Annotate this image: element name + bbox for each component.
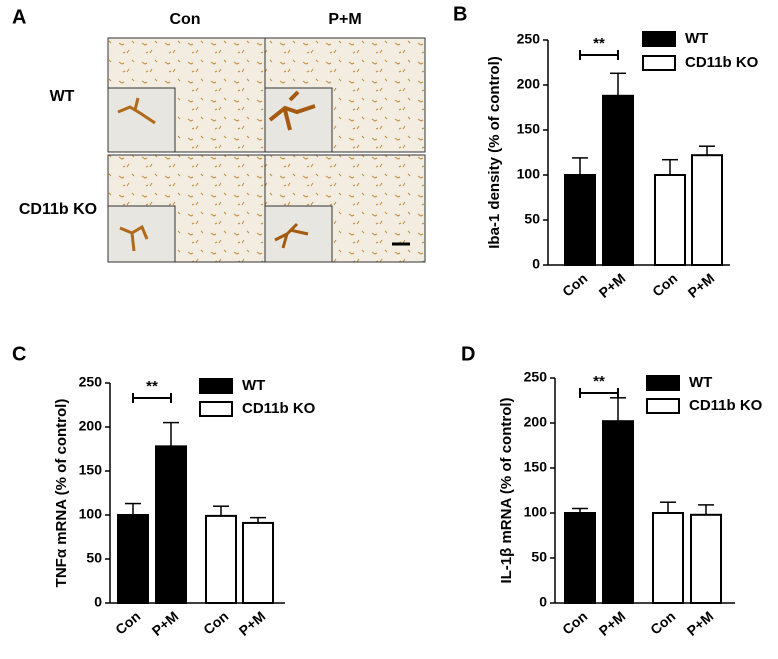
panel-label: C (12, 343, 26, 365)
bar (654, 174, 686, 266)
column-label: P+M (328, 11, 361, 28)
column-label: Con (169, 11, 200, 28)
legend-label: CD11b KO (685, 54, 759, 71)
significance-label: ** (593, 35, 605, 52)
bar (205, 514, 237, 605)
y-tick-label: 50 (86, 550, 102, 566)
bar (690, 513, 722, 604)
legend-swatch (199, 401, 233, 417)
micrographs (107, 37, 426, 263)
significance-bracket (579, 388, 619, 398)
x-tick-label: P+M (685, 270, 718, 301)
bar (652, 512, 684, 604)
y-tick-label: 0 (539, 594, 547, 610)
y-tick-label: 200 (517, 76, 541, 92)
y-tick-label: 50 (531, 549, 547, 565)
legend-label: WT (689, 374, 712, 391)
x-tick-label: Con (200, 608, 231, 638)
legend-swatch (199, 378, 233, 394)
significance-label: ** (146, 378, 158, 395)
y-axis-label: TNFα mRNA (% of control) (53, 399, 70, 588)
panel-label: A (12, 6, 26, 28)
panel-label: B (453, 3, 467, 25)
y-tick-label: 0 (532, 256, 540, 272)
x-tick-label: Con (112, 608, 143, 638)
panel-label: D (461, 343, 475, 365)
x-tick-label: Con (649, 270, 680, 300)
x-tick-label: Con (647, 608, 678, 638)
x-tick-label: P+M (596, 270, 629, 301)
legend-swatch (642, 55, 676, 71)
y-tick-label: 150 (517, 121, 541, 137)
y-tick-label: 150 (524, 459, 548, 475)
legend-label: CD11b KO (242, 400, 316, 417)
legend-swatch (646, 398, 680, 414)
x-tick-label: P+M (684, 608, 717, 639)
legend-label: CD11b KO (689, 397, 763, 414)
y-tick-label: 250 (517, 31, 541, 47)
row-label: WT (50, 88, 75, 105)
y-tick-label: 150 (79, 462, 103, 478)
y-tick-label: 250 (79, 374, 103, 390)
y-axis-label: Iba-1 density (% of control) (486, 56, 503, 249)
x-tick-label: P+M (149, 608, 182, 639)
y-tick-label: 200 (524, 414, 548, 430)
bar (564, 512, 596, 604)
bar (602, 420, 634, 605)
row-label: CD11b KO (19, 201, 97, 218)
significance-label: ** (593, 373, 605, 390)
bar (691, 154, 723, 266)
x-tick-label: Con (559, 608, 590, 638)
significance-bracket (132, 393, 172, 403)
legend-swatch (646, 375, 680, 391)
y-tick-label: 0 (94, 594, 102, 610)
y-tick-label: 50 (524, 211, 540, 227)
y-tick-label: 200 (79, 418, 103, 434)
legend-label: WT (685, 30, 708, 47)
y-axis-label: IL-1β mRNA (% of control) (498, 397, 515, 583)
legend-label: WT (242, 377, 265, 394)
x-tick-label: Con (559, 270, 590, 300)
y-tick-label: 250 (524, 369, 548, 385)
y-tick-label: 100 (79, 506, 103, 522)
bar (602, 94, 634, 266)
bar (564, 174, 596, 266)
y-tick-label: 100 (524, 504, 548, 520)
x-tick-label: P+M (236, 608, 269, 639)
bar (155, 445, 187, 604)
bar (242, 521, 274, 604)
legend-swatch (642, 31, 676, 47)
x-tick-label: P+M (596, 608, 629, 639)
bar (117, 514, 149, 604)
significance-bracket (579, 50, 619, 60)
y-tick-label: 100 (517, 166, 541, 182)
